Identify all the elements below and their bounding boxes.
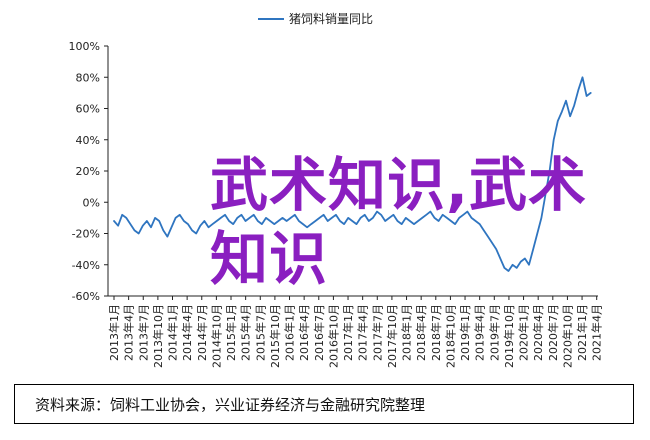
series-line-0	[113, 76, 592, 272]
x-tick-label: 2014年1月	[166, 304, 180, 361]
x-tick-label: 2019年4月	[473, 304, 487, 361]
x-tick-label: 2020年4月	[531, 304, 545, 361]
y-tick-label: -60%	[72, 290, 100, 303]
x-tick-label: 2018年10月	[443, 304, 457, 368]
x-tick-label: 2016年10月	[326, 304, 340, 368]
x-tick-label: 2015年7月	[253, 304, 267, 361]
x-tick-label: 2017年1月	[341, 304, 355, 361]
x-tick-label: 2021年4月	[590, 304, 604, 361]
y-tick-label: -20%	[72, 228, 100, 241]
y-tick-label: 40%	[76, 134, 100, 147]
x-tick-label: 2018年1月	[400, 304, 414, 361]
y-tick-label: 0%	[83, 196, 100, 209]
x-tick-label: 2019年10月	[502, 304, 516, 368]
x-tick-label: 2017年10月	[385, 304, 399, 368]
x-tick-label: 2019年1月	[458, 304, 472, 361]
x-tick-label: 2017年4月	[356, 304, 370, 361]
x-tick-label: 2014年4月	[180, 304, 194, 361]
x-tick-label: 2013年4月	[122, 304, 136, 361]
x-tick-label: 2016年4月	[297, 304, 311, 361]
watermark-overlay-text: 武术知识,武术知识	[210, 151, 588, 293]
y-tick-label: -40%	[72, 259, 100, 272]
x-tick-label: 2019年7月	[487, 304, 501, 361]
x-tick-label: 2020年1月	[517, 304, 531, 361]
x-tick-label: 2017年7月	[370, 304, 384, 361]
y-tick-label: 60%	[76, 103, 100, 116]
x-tick-label: 2018年7月	[429, 304, 443, 361]
x-tick-label: 2013年7月	[136, 304, 150, 361]
x-tick-label: 2021年1月	[575, 304, 589, 361]
source-text: 资料来源：饲料工业协会，兴业证券经济与金融研究院整理	[35, 395, 426, 414]
x-tick-label: 2013年1月	[107, 304, 121, 361]
x-tick-label: 2020年7月	[546, 304, 560, 361]
source-caption: 资料来源：饲料工业协会，兴业证券经济与金融研究院整理	[14, 384, 634, 424]
x-tick-label: 2016年7月	[312, 304, 326, 361]
x-tick-label: 2020年10月	[560, 304, 574, 368]
legend-label: 猪饲料销量同比	[289, 12, 373, 26]
legend: 猪饲料销量同比	[258, 12, 373, 26]
y-tick-label: 80%	[76, 71, 100, 84]
x-tick-label: 2015年1月	[224, 304, 238, 361]
x-tick-label: 2013年10月	[151, 304, 165, 368]
x-tick-label: 2015年10月	[268, 304, 282, 368]
x-tick-label: 2014年7月	[195, 304, 209, 361]
x-tick-label: 2015年4月	[239, 304, 253, 361]
x-tick-label: 2016年1月	[283, 304, 297, 361]
y-tick-label: 20%	[76, 165, 100, 178]
x-tick-label: 2018年4月	[414, 304, 428, 361]
x-tick-label: 2014年10月	[209, 304, 223, 368]
y-tick-label: 100%	[69, 40, 100, 53]
